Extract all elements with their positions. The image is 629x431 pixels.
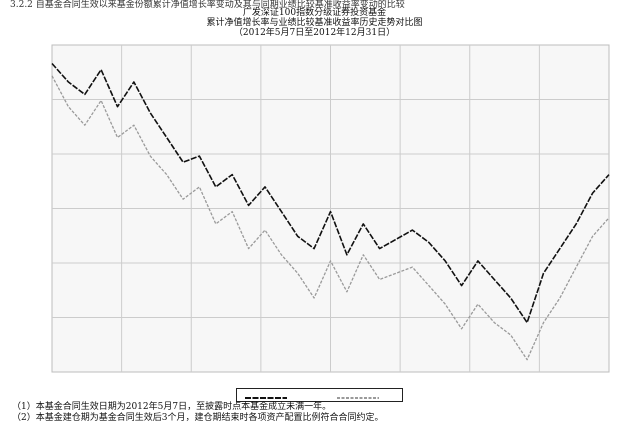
chart-period: （2012年5月7日至2012年12月31日）	[233, 28, 396, 38]
fund-name: 广发深证100指数分级证券投资基金	[242, 8, 387, 18]
series-line-1	[51, 62, 610, 324]
footnote-1: （1）本基金合同生效日期为2012年5月7日，至披露时点本基金成立未满一年。	[12, 402, 332, 412]
legend-samples	[245, 397, 379, 399]
chart-title: 累计净值增长率与业绩比较基准收益率历史走势对比图	[206, 18, 423, 28]
series-line-2	[51, 75, 610, 361]
section-heading: 3.2.2 自基金合同生效以来基金份额累计净值增长率变动及其与同期业绩比较基准收…	[10, 0, 405, 10]
footnote-2: （2）本基金建仓期为基金合同生效后3个月，建仓期结束时各项资产配置比例符合合同约…	[12, 413, 384, 423]
chart-legend	[236, 388, 403, 402]
